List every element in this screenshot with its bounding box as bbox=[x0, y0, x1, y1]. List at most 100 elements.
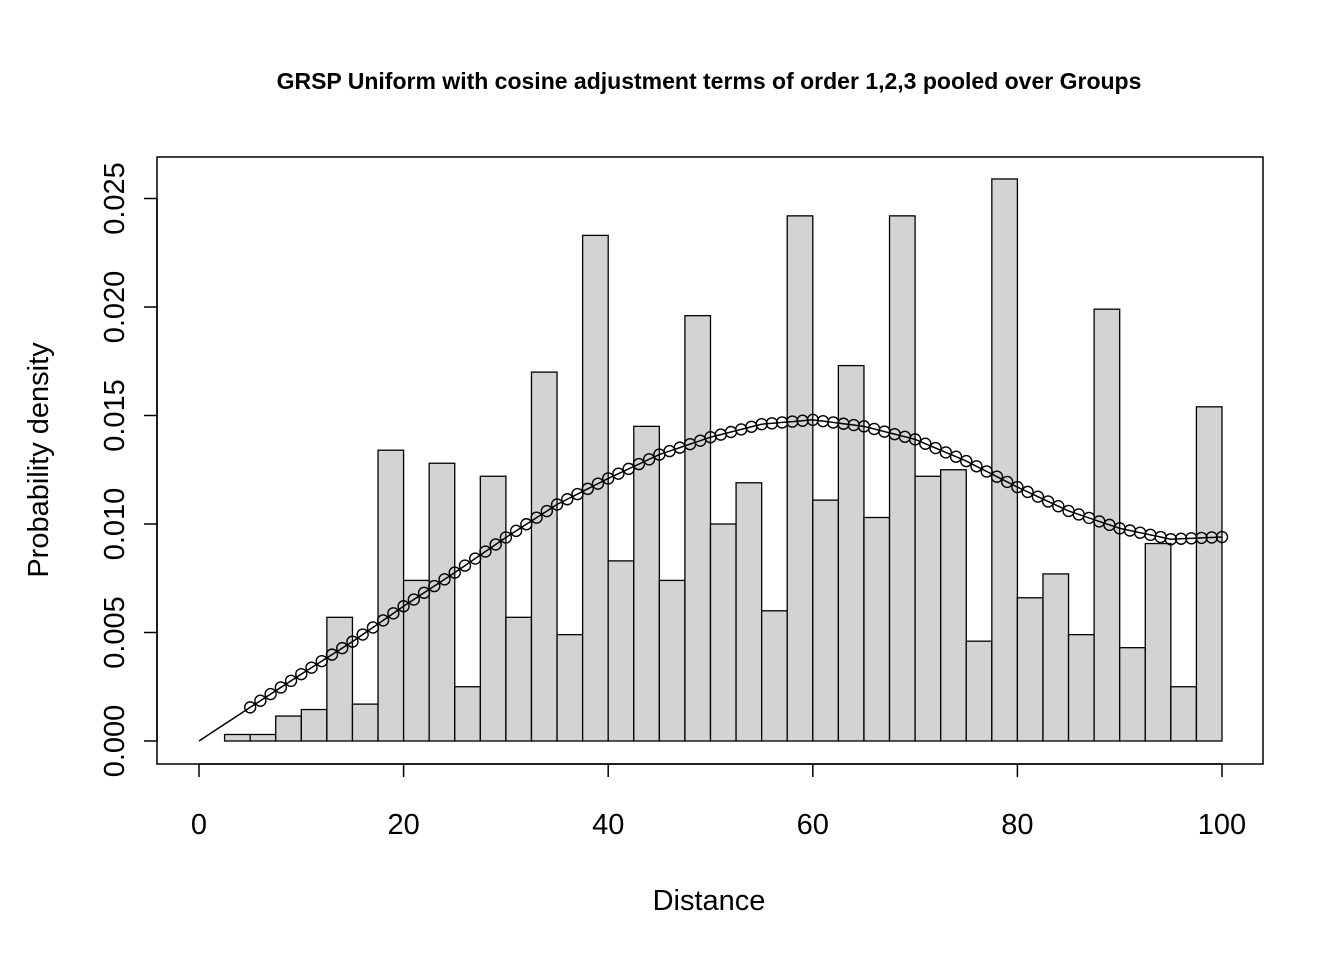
histogram-bar bbox=[709, 523, 737, 742]
fitted-point bbox=[407, 593, 421, 606]
histogram-bar bbox=[607, 560, 635, 742]
histogram-bar bbox=[863, 516, 891, 742]
fitted-point bbox=[1031, 490, 1045, 503]
histogram-bar bbox=[351, 703, 379, 742]
y-tick-label: 0.010 bbox=[99, 488, 131, 561]
histogram-bar bbox=[223, 733, 251, 742]
histogram-bar bbox=[402, 579, 430, 742]
fitted-point bbox=[274, 681, 288, 694]
y-tick-label: 0.025 bbox=[99, 162, 131, 235]
x-tick-label: 40 bbox=[592, 809, 624, 841]
fitted-point bbox=[990, 470, 1004, 483]
fitted-point bbox=[1195, 531, 1208, 545]
histogram-bar bbox=[249, 733, 277, 742]
histogram-bar bbox=[761, 610, 788, 742]
fitted-point bbox=[591, 477, 605, 490]
x-tick-label: 0 bbox=[191, 809, 207, 841]
histogram-bar bbox=[1016, 597, 1044, 742]
histogram-bar bbox=[684, 315, 712, 742]
fitted-point bbox=[315, 654, 328, 668]
fitted-point bbox=[325, 648, 339, 661]
fitted-point bbox=[295, 667, 308, 681]
fitted-point bbox=[458, 559, 472, 572]
x-tick-label: 100 bbox=[1198, 809, 1246, 841]
x-tick-label: 60 bbox=[797, 809, 829, 841]
histogram-bar bbox=[914, 475, 942, 742]
y-axis-label: Probability density bbox=[23, 342, 55, 578]
fitted-point bbox=[438, 573, 451, 586]
histogram-bar bbox=[326, 616, 354, 742]
histogram-bar bbox=[633, 425, 661, 742]
histogram-bar bbox=[940, 469, 967, 742]
fitted-point bbox=[642, 453, 656, 466]
fitted-point bbox=[1041, 495, 1055, 508]
y-tick-label: 0.015 bbox=[99, 379, 131, 452]
fitted-point bbox=[397, 600, 410, 613]
fitted-point bbox=[1164, 532, 1178, 546]
histogram-bar bbox=[1144, 542, 1172, 742]
histogram-bar bbox=[1170, 686, 1198, 742]
histogram-bar bbox=[530, 371, 558, 742]
fitted-point bbox=[376, 614, 390, 627]
fitted-point bbox=[908, 433, 922, 446]
histogram-bar bbox=[888, 215, 916, 742]
y-tick-label: 0.000 bbox=[99, 705, 131, 778]
x-axis-label: Distance bbox=[653, 885, 766, 917]
fitted-point bbox=[602, 472, 615, 485]
fitted-point bbox=[499, 531, 513, 544]
histogram-bars bbox=[223, 178, 1223, 742]
fitted-point bbox=[469, 552, 482, 565]
fitted-point bbox=[448, 566, 461, 579]
histogram-bar bbox=[735, 482, 763, 742]
fitted-point bbox=[1021, 485, 1034, 499]
fitted-point bbox=[509, 524, 523, 538]
histogram-bar bbox=[275, 715, 302, 742]
fitted-point bbox=[540, 504, 554, 518]
fitted-point bbox=[417, 586, 431, 599]
y-axis: 0.000 0.005 0.010 0.015 0.020 0.025 bbox=[99, 162, 158, 778]
fitted-point bbox=[612, 467, 625, 480]
fitted-point bbox=[243, 701, 257, 714]
fitted-point bbox=[336, 641, 349, 655]
fitted-point bbox=[980, 465, 993, 478]
histogram-bar bbox=[786, 215, 814, 742]
histogram-bar bbox=[377, 449, 405, 742]
histogram-bar bbox=[479, 475, 507, 742]
fitted-line bbox=[198, 419, 1223, 742]
fitted-point bbox=[960, 454, 973, 468]
fitted-point bbox=[970, 460, 983, 473]
fitted-point bbox=[530, 511, 543, 524]
histogram-bar bbox=[300, 708, 328, 742]
fitted-point bbox=[1174, 532, 1188, 545]
fitted-point bbox=[428, 579, 441, 593]
chart-title: GRSP Uniform with cosine adjustment term… bbox=[277, 68, 1142, 94]
histogram-bar bbox=[991, 178, 1019, 742]
fitted-point bbox=[254, 694, 267, 707]
fitted-point bbox=[346, 635, 359, 648]
fitted-point bbox=[1185, 532, 1198, 545]
fitted-point bbox=[305, 661, 318, 674]
histogram-bar bbox=[505, 616, 533, 742]
fitted-point bbox=[1052, 500, 1065, 513]
fitted-point bbox=[264, 687, 277, 701]
fitted-point bbox=[366, 621, 380, 634]
x-axis: 0 20 40 60 80 100 bbox=[191, 763, 1246, 841]
histogram-bar bbox=[556, 634, 584, 742]
histogram-bar bbox=[965, 640, 993, 742]
x-tick-label: 80 bbox=[1001, 809, 1033, 841]
histogram-bar bbox=[1119, 647, 1146, 742]
fitted-point bbox=[550, 498, 564, 511]
histogram-bar bbox=[428, 462, 456, 742]
fitted-point bbox=[571, 487, 584, 501]
fitted-point bbox=[387, 607, 400, 620]
histogram-bar bbox=[812, 499, 840, 742]
fitted-point bbox=[622, 462, 635, 476]
histogram-bar bbox=[1067, 634, 1095, 742]
fitted-point bbox=[581, 482, 594, 496]
fitted-point bbox=[949, 450, 963, 463]
fitted-point bbox=[929, 441, 942, 455]
fitted-point bbox=[284, 674, 298, 688]
fitted-point bbox=[489, 538, 502, 551]
fitted-point bbox=[1000, 475, 1014, 489]
